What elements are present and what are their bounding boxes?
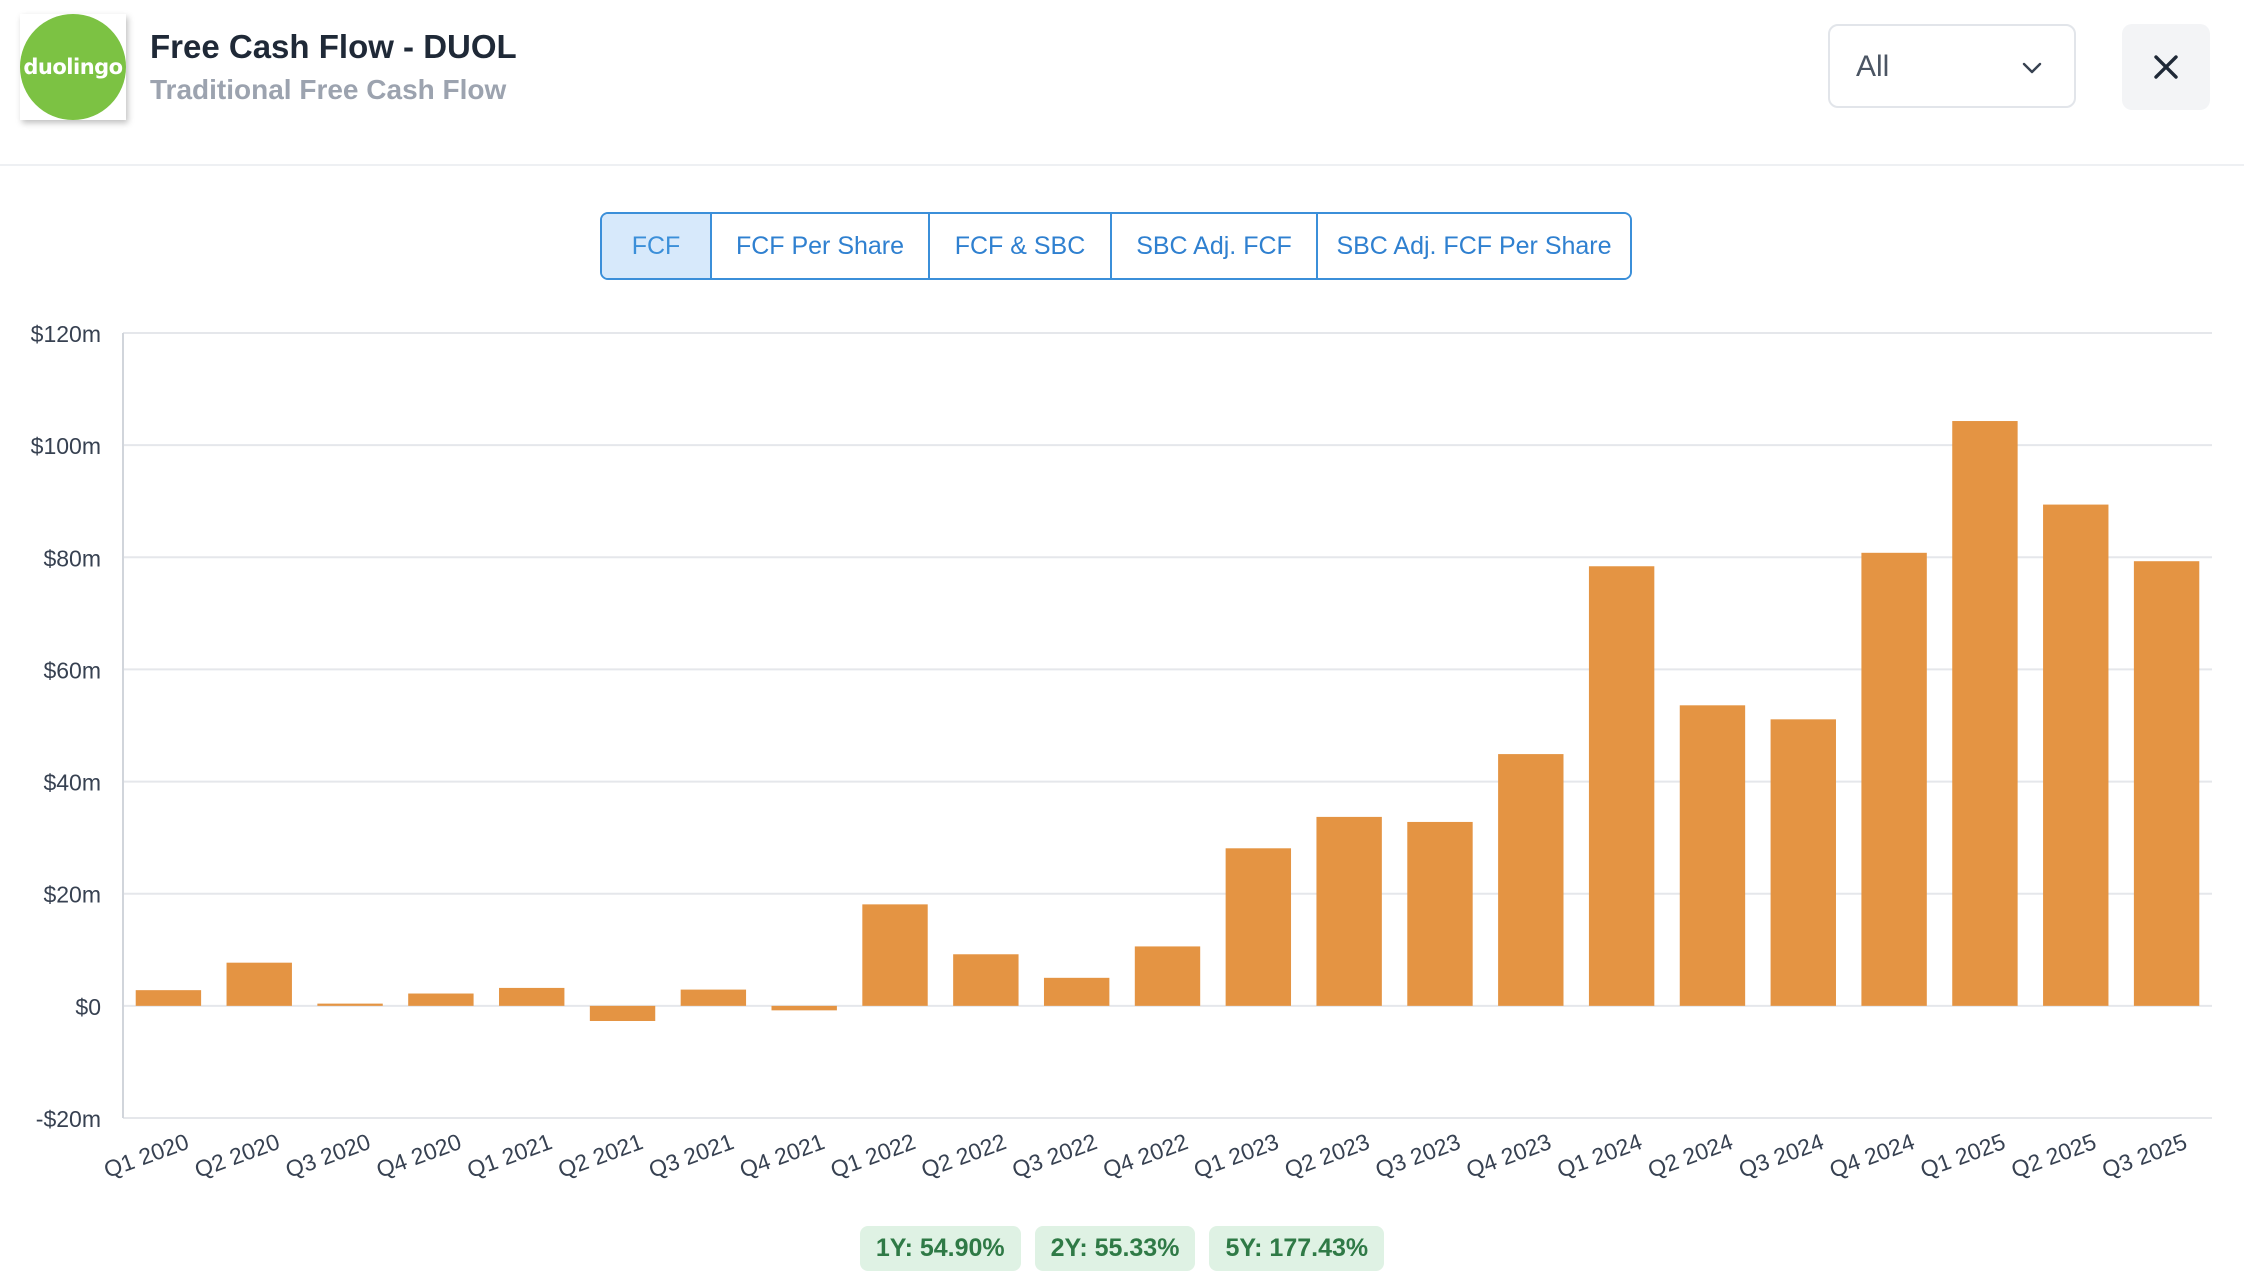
x-tick-label: Q1 2025 [1917, 1128, 2009, 1183]
y-tick-label: -$20m [36, 1106, 101, 1132]
tab-fcf[interactable]: FCF [602, 214, 712, 278]
x-tick-label: Q1 2023 [1190, 1128, 1282, 1183]
bar [1225, 848, 1292, 1006]
x-tick-label: Q4 2022 [1099, 1128, 1191, 1183]
bar [135, 990, 202, 1006]
tab-fcf-and-sbc[interactable]: FCF & SBC [930, 214, 1112, 278]
company-logo: duolingo [20, 14, 126, 120]
bar [1861, 552, 1927, 1006]
y-tick-label: $100m [31, 433, 101, 459]
bar [1316, 816, 1382, 1006]
x-tick-label: Q1 2020 [100, 1128, 192, 1183]
x-tick-label: Q3 2025 [2098, 1128, 2190, 1183]
bar [1952, 421, 2018, 1006]
x-tick-label: Q1 2022 [827, 1128, 919, 1183]
bar [1588, 566, 1655, 1006]
bar [317, 1003, 383, 1006]
x-tick-label: Q2 2021 [554, 1128, 646, 1183]
bar [1498, 754, 1564, 1006]
period-select[interactable]: All [1828, 24, 2076, 108]
bar [226, 962, 292, 1006]
bar [408, 993, 474, 1006]
growth-badges: 1Y: 54.90% 2Y: 55.33% 5Y: 177.43% [0, 1226, 2244, 1271]
bar [499, 987, 565, 1006]
x-tick-label: Q3 2021 [645, 1128, 737, 1183]
header: duolingo Free Cash Flow - DUOL Tradition… [0, 0, 2244, 166]
growth-badge-1y: 1Y: 54.90% [859, 1226, 1021, 1271]
bar [771, 1005, 837, 1011]
bar [1043, 977, 1110, 1006]
tab-sbc-adj-fcf[interactable]: SBC Adj. FCF [1112, 214, 1318, 278]
x-tick-label: Q4 2024 [1826, 1128, 1918, 1183]
x-tick-label: Q4 2021 [736, 1128, 828, 1183]
y-tick-label: $0 [75, 994, 101, 1020]
x-tick-label: Q3 2024 [1735, 1128, 1827, 1183]
x-tick-label: Q3 2022 [1009, 1128, 1101, 1183]
bar [2043, 504, 2109, 1006]
page-title: Free Cash Flow - DUOL [150, 28, 517, 65]
close-icon [2154, 55, 2178, 79]
duolingo-logo: duolingo [20, 14, 126, 120]
close-button[interactable] [2122, 24, 2210, 110]
x-tick-label: Q2 2020 [191, 1128, 283, 1183]
y-tick-label: $120m [31, 321, 101, 347]
page-subtitle: Traditional Free Cash Flow [150, 74, 507, 105]
bar [1134, 946, 1201, 1006]
y-tick-label: $40m [43, 770, 101, 796]
x-tick-label: Q1 2021 [464, 1128, 556, 1183]
bar [953, 954, 1019, 1006]
bar [862, 904, 928, 1006]
x-tick-label: Q2 2023 [1281, 1128, 1373, 1183]
x-tick-label: Q1 2024 [1554, 1128, 1646, 1183]
y-tick-label: $20m [43, 882, 101, 908]
bar [1407, 821, 1473, 1006]
bar [680, 989, 747, 1006]
metric-tabs: FCF FCF Per Share FCF & SBC SBC Adj. FCF… [600, 212, 1632, 280]
growth-badge-2y: 2Y: 55.33% [1034, 1226, 1196, 1271]
x-tick-label: Q4 2020 [373, 1128, 465, 1183]
x-tick-label: Q2 2025 [2008, 1128, 2100, 1183]
x-tick-label: Q3 2020 [282, 1128, 374, 1183]
x-tick-label: Q3 2023 [1372, 1128, 1464, 1183]
bar [1679, 705, 1746, 1006]
bar [589, 1005, 656, 1021]
bar [1770, 719, 1836, 1006]
x-tick-label: Q2 2024 [1644, 1128, 1736, 1183]
period-select-value: All [1856, 50, 1890, 83]
growth-badge-5y: 5Y: 177.43% [1209, 1226, 1385, 1271]
y-tick-label: $80m [43, 545, 101, 571]
x-tick-label: Q2 2022 [918, 1128, 1010, 1183]
chevron-down-icon [2022, 62, 2042, 74]
bar [2133, 561, 2200, 1006]
fcf-bar-chart: -$20m $0 $20m $40m $60m $80m $100m $120m Q1 2020… [31, 321, 2212, 1183]
tab-fcf-per-share[interactable]: FCF Per Share [712, 214, 930, 278]
y-tick-label: $60m [43, 657, 101, 683]
x-tick-label: Q4 2023 [1463, 1128, 1555, 1183]
tab-sbc-adj-fcf-per-share[interactable]: SBC Adj. FCF Per Share [1318, 214, 1630, 278]
